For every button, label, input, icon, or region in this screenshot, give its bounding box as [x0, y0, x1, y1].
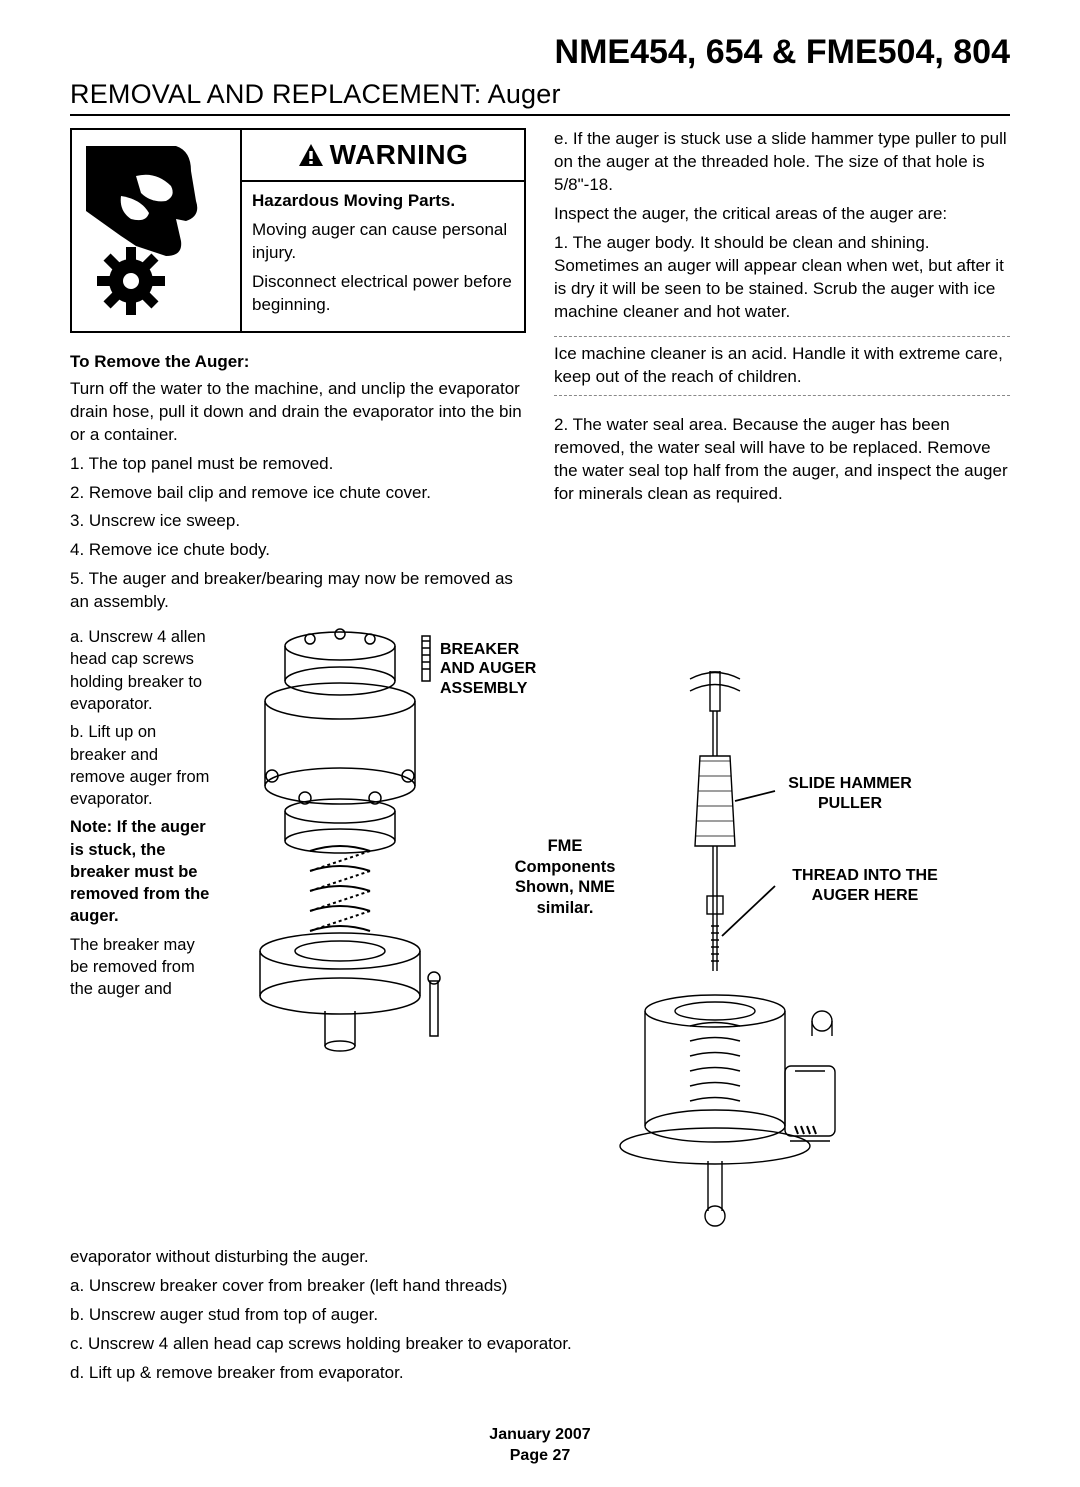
- diagram-left-text: a. Unscrew 4 allen head cap screws holdi…: [70, 626, 210, 1006]
- substep-b: b. Lift up on breaker and remove auger f…: [70, 721, 210, 810]
- footer-page: Page 27: [70, 1446, 1010, 1467]
- step-3: 3. Unscrew ice sweep.: [70, 510, 526, 533]
- page-footer: January 2007 Page 27: [70, 1425, 1010, 1467]
- stuck-note-tail: The breaker may be removed from the auge…: [70, 934, 210, 1001]
- right-column: e. If the auger is stuck use a slide ham…: [554, 128, 1010, 620]
- warning-hazard: Hazardous Moving Parts.: [252, 190, 514, 213]
- header-section: REMOVAL AND REPLACEMENT: Auger: [70, 76, 1010, 116]
- below-diagram-text: evaporator without disturbing the auger.…: [70, 1246, 1010, 1385]
- step-4: 4. Remove ice chute body.: [70, 539, 526, 562]
- breaker-d: d. Lift up & remove breaker from evapora…: [70, 1362, 1010, 1385]
- inspect-2: 2. The water seal area. Because the auge…: [554, 414, 1010, 506]
- breaker-a: a. Unscrew breaker cover from breaker (l…: [70, 1275, 1010, 1298]
- breaker-auger-diagram: [210, 626, 470, 1056]
- warning-title-row: WARNING: [242, 130, 524, 182]
- remove-intro: Turn off the water to the machine, and u…: [70, 378, 526, 447]
- diagram-area: a. Unscrew 4 allen head cap screws holdi…: [70, 626, 1010, 1246]
- two-column-layout: WARNING Hazardous Moving Parts. Moving a…: [70, 128, 1010, 620]
- step-5: 5. The auger and breaker/bearing may now…: [70, 568, 526, 614]
- warning-line1: Moving auger can cause personal injury.: [252, 219, 514, 265]
- acid-note-box: Ice machine cleaner is an acid. Handle i…: [554, 336, 1010, 396]
- step-e: e. If the auger is stuck use a slide ham…: [554, 128, 1010, 197]
- warning-line2: Disconnect electrical power before begin…: [252, 271, 514, 317]
- footer-date: January 2007: [70, 1425, 1010, 1446]
- left-column: WARNING Hazardous Moving Parts. Moving a…: [70, 128, 526, 620]
- warning-triangle-icon: [298, 143, 324, 167]
- acid-note-text: Ice machine cleaner is an acid. Handle i…: [554, 344, 1003, 386]
- hand-gear-icon: [81, 141, 231, 321]
- tail-1: evaporator without disturbing the auger.: [70, 1246, 1010, 1269]
- inspect-intro: Inspect the auger, the critical areas of…: [554, 203, 1010, 226]
- slide-hammer-diagram: [560, 671, 900, 1231]
- step-1: 1. The top panel must be removed.: [70, 453, 526, 476]
- breaker-c: c. Unscrew 4 allen head cap screws holdi…: [70, 1333, 1010, 1356]
- warning-title-text: WARNING: [330, 136, 469, 174]
- breaker-b: b. Unscrew auger stud from top of auger.: [70, 1304, 1010, 1327]
- substep-a: a. Unscrew 4 allen head cap screws holdi…: [70, 626, 210, 715]
- header-model: NME454, 654 & FME504, 804: [70, 30, 1010, 76]
- warning-body: Hazardous Moving Parts. Moving auger can…: [242, 182, 524, 331]
- warning-box: WARNING Hazardous Moving Parts. Moving a…: [70, 128, 526, 333]
- warning-text-cell: WARNING Hazardous Moving Parts. Moving a…: [242, 130, 524, 331]
- inspect-1: 1. The auger body. It should be clean an…: [554, 232, 1010, 324]
- remove-auger-head: To Remove the Auger:: [70, 351, 526, 374]
- warning-icon-cell: [72, 130, 242, 331]
- stuck-note: Note: If the auger is stuck, the breaker…: [70, 816, 210, 927]
- step-2: 2. Remove bail clip and remove ice chute…: [70, 482, 526, 505]
